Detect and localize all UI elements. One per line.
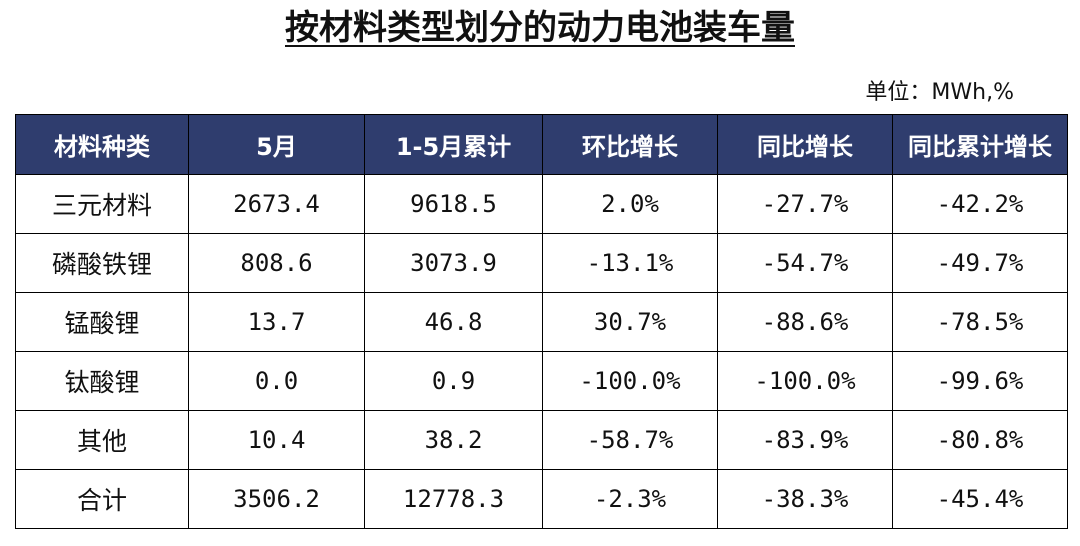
- cell-material: 锰酸锂: [15, 292, 189, 352]
- cell-yoy: -27.7%: [717, 174, 893, 234]
- table-row: 锰酸锂 13.7 46.8 30.7% -88.6% -78.5%: [15, 292, 1068, 352]
- cell-yoy-cumulative: -99.6%: [892, 351, 1068, 411]
- cell-cumulative: 3073.9: [364, 233, 543, 293]
- cell-material: 磷酸铁锂: [15, 233, 189, 293]
- cell-mom: 30.7%: [542, 292, 718, 352]
- cell-may: 0.0: [188, 351, 365, 411]
- table-row: 其他 10.4 38.2 -58.7% -83.9% -80.8%: [15, 410, 1068, 470]
- cell-yoy-cumulative: -49.7%: [892, 233, 1068, 293]
- cell-may: 3506.2: [188, 469, 365, 529]
- cell-yoy-cumulative: -78.5%: [892, 292, 1068, 352]
- cell-mom: -2.3%: [542, 469, 718, 529]
- cell-yoy-cumulative: -42.2%: [892, 174, 1068, 234]
- header-mom-growth: 环比增长: [542, 114, 718, 175]
- page-title: 按材料类型划分的动力电池装车量: [0, 4, 1080, 52]
- table-row: 合计 3506.2 12778.3 -2.3% -38.3% -45.4%: [15, 469, 1068, 529]
- battery-installation-table: 材料种类 5月 1-5月累计 环比增长 同比增长 同比累计增长 三元材料 2673…: [15, 114, 1068, 529]
- header-may: 5月: [188, 114, 365, 175]
- cell-mom: -13.1%: [542, 233, 718, 293]
- cell-cumulative: 0.9: [364, 351, 543, 411]
- table-header-row: 材料种类 5月 1-5月累计 环比增长 同比增长 同比累计增长: [15, 114, 1068, 175]
- table-row: 三元材料 2673.4 9618.5 2.0% -27.7% -42.2%: [15, 174, 1068, 234]
- cell-mom: 2.0%: [542, 174, 718, 234]
- cell-cumulative: 9618.5: [364, 174, 543, 234]
- unit-label: 单位：MWh,%: [865, 80, 1014, 105]
- table-row: 钛酸锂 0.0 0.9 -100.0% -100.0% -99.6%: [15, 351, 1068, 411]
- cell-cumulative: 12778.3: [364, 469, 543, 529]
- cell-mom: -58.7%: [542, 410, 718, 470]
- page-title-text: 按材料类型划分的动力电池装车量: [285, 8, 795, 48]
- cell-cumulative: 38.2: [364, 410, 543, 470]
- cell-yoy: -100.0%: [717, 351, 893, 411]
- header-material-type: 材料种类: [15, 114, 189, 175]
- cell-may: 2673.4: [188, 174, 365, 234]
- cell-material: 钛酸锂: [15, 351, 189, 411]
- header-yoy-cumulative-growth: 同比累计增长: [892, 114, 1068, 175]
- cell-material: 三元材料: [15, 174, 189, 234]
- cell-yoy: -38.3%: [717, 469, 893, 529]
- cell-yoy-cumulative: -45.4%: [892, 469, 1068, 529]
- cell-yoy-cumulative: -80.8%: [892, 410, 1068, 470]
- cell-yoy: -54.7%: [717, 233, 893, 293]
- cell-may: 808.6: [188, 233, 365, 293]
- table-row: 磷酸铁锂 808.6 3073.9 -13.1% -54.7% -49.7%: [15, 233, 1068, 293]
- cell-mom: -100.0%: [542, 351, 718, 411]
- cell-yoy: -83.9%: [717, 410, 893, 470]
- cell-may: 13.7: [188, 292, 365, 352]
- header-yoy-growth: 同比增长: [717, 114, 893, 175]
- cell-may: 10.4: [188, 410, 365, 470]
- cell-material: 其他: [15, 410, 189, 470]
- cell-material: 合计: [15, 469, 189, 529]
- cell-cumulative: 46.8: [364, 292, 543, 352]
- cell-yoy: -88.6%: [717, 292, 893, 352]
- header-jan-may-cumulative: 1-5月累计: [364, 114, 543, 175]
